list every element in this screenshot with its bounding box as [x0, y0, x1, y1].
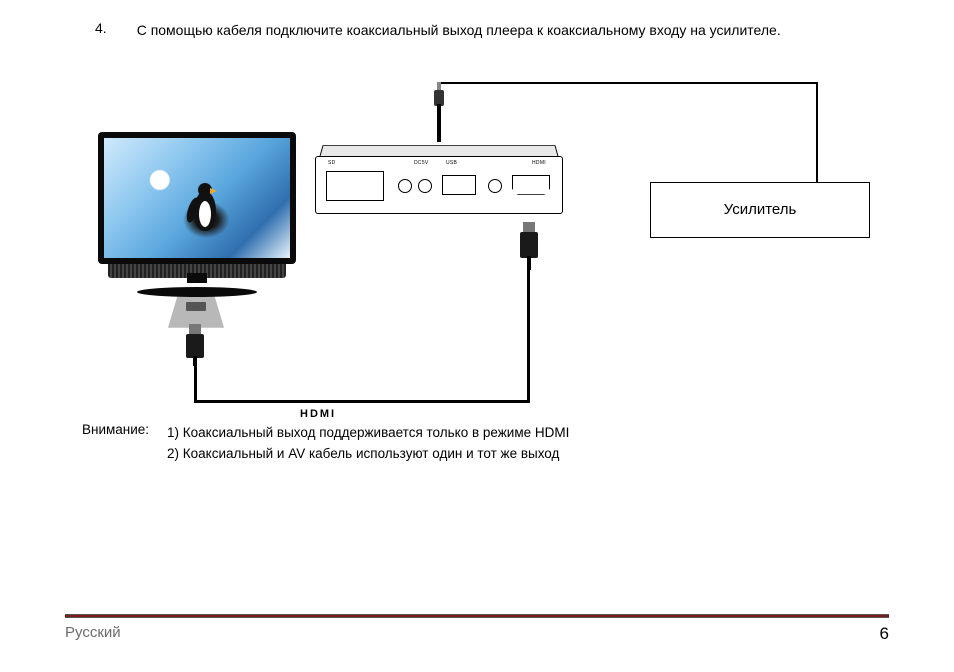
- dc-jack-icon: [418, 179, 432, 193]
- coax-wire-horizontal: [438, 82, 818, 84]
- hdmi-plug-tv-icon: [185, 324, 205, 366]
- footer-rule: [65, 614, 889, 618]
- port-label-dc: DC5V: [414, 160, 429, 166]
- coax-wire-vertical: [816, 82, 818, 182]
- page-number: 6: [880, 624, 889, 644]
- hdmi-wire-v1: [527, 266, 530, 402]
- hdmi-wire-h: [194, 400, 530, 403]
- coax-plug-icon: [432, 82, 446, 142]
- hdmi-plug-player-icon: [520, 222, 538, 268]
- penguin-icon: [186, 183, 226, 239]
- connection-diagram: Усилитель SD DC5V USB HDMI: [60, 82, 874, 412]
- footer-language: Русский: [65, 624, 121, 644]
- instruction-step: 4. С помощью кабеля подключите коаксиаль…: [80, 20, 874, 42]
- note-item: 1) Коаксиальный выход поддерживается тол…: [167, 422, 569, 444]
- hdmi-port-icon: [512, 175, 550, 195]
- amplifier-box: Усилитель: [650, 182, 870, 238]
- aux-jack-icon: [488, 179, 502, 193]
- page-footer: Русский 6: [65, 614, 889, 644]
- av-jack-icon: [398, 179, 412, 193]
- amplifier-label: Усилитель: [724, 201, 797, 218]
- hdmi-wire-v2: [194, 362, 197, 402]
- note-item: 2) Коаксиальный и AV кабель используют о…: [167, 443, 569, 465]
- port-label-sd: SD: [328, 160, 336, 166]
- hdmi-cable-label: HDMI: [300, 408, 336, 420]
- notes-label: Внимание:: [82, 422, 149, 465]
- step-text: С помощью кабеля подключите коаксиальный…: [137, 20, 781, 42]
- step-number: 4.: [95, 20, 107, 42]
- tv-stand: [137, 279, 257, 297]
- usb-port-icon: [442, 175, 476, 195]
- port-label-usb: USB: [446, 160, 457, 166]
- notes-block: Внимание: 1) Коаксиальный выход поддержи…: [80, 422, 874, 465]
- sd-slot-icon: [326, 171, 384, 201]
- tv-hdmi-port-icon: [168, 294, 224, 328]
- tv-screen: [104, 138, 290, 258]
- tv-device: [98, 132, 296, 297]
- media-player-device: SD DC5V USB HDMI: [315, 142, 563, 230]
- port-label-hdmi: HDMI: [532, 160, 546, 166]
